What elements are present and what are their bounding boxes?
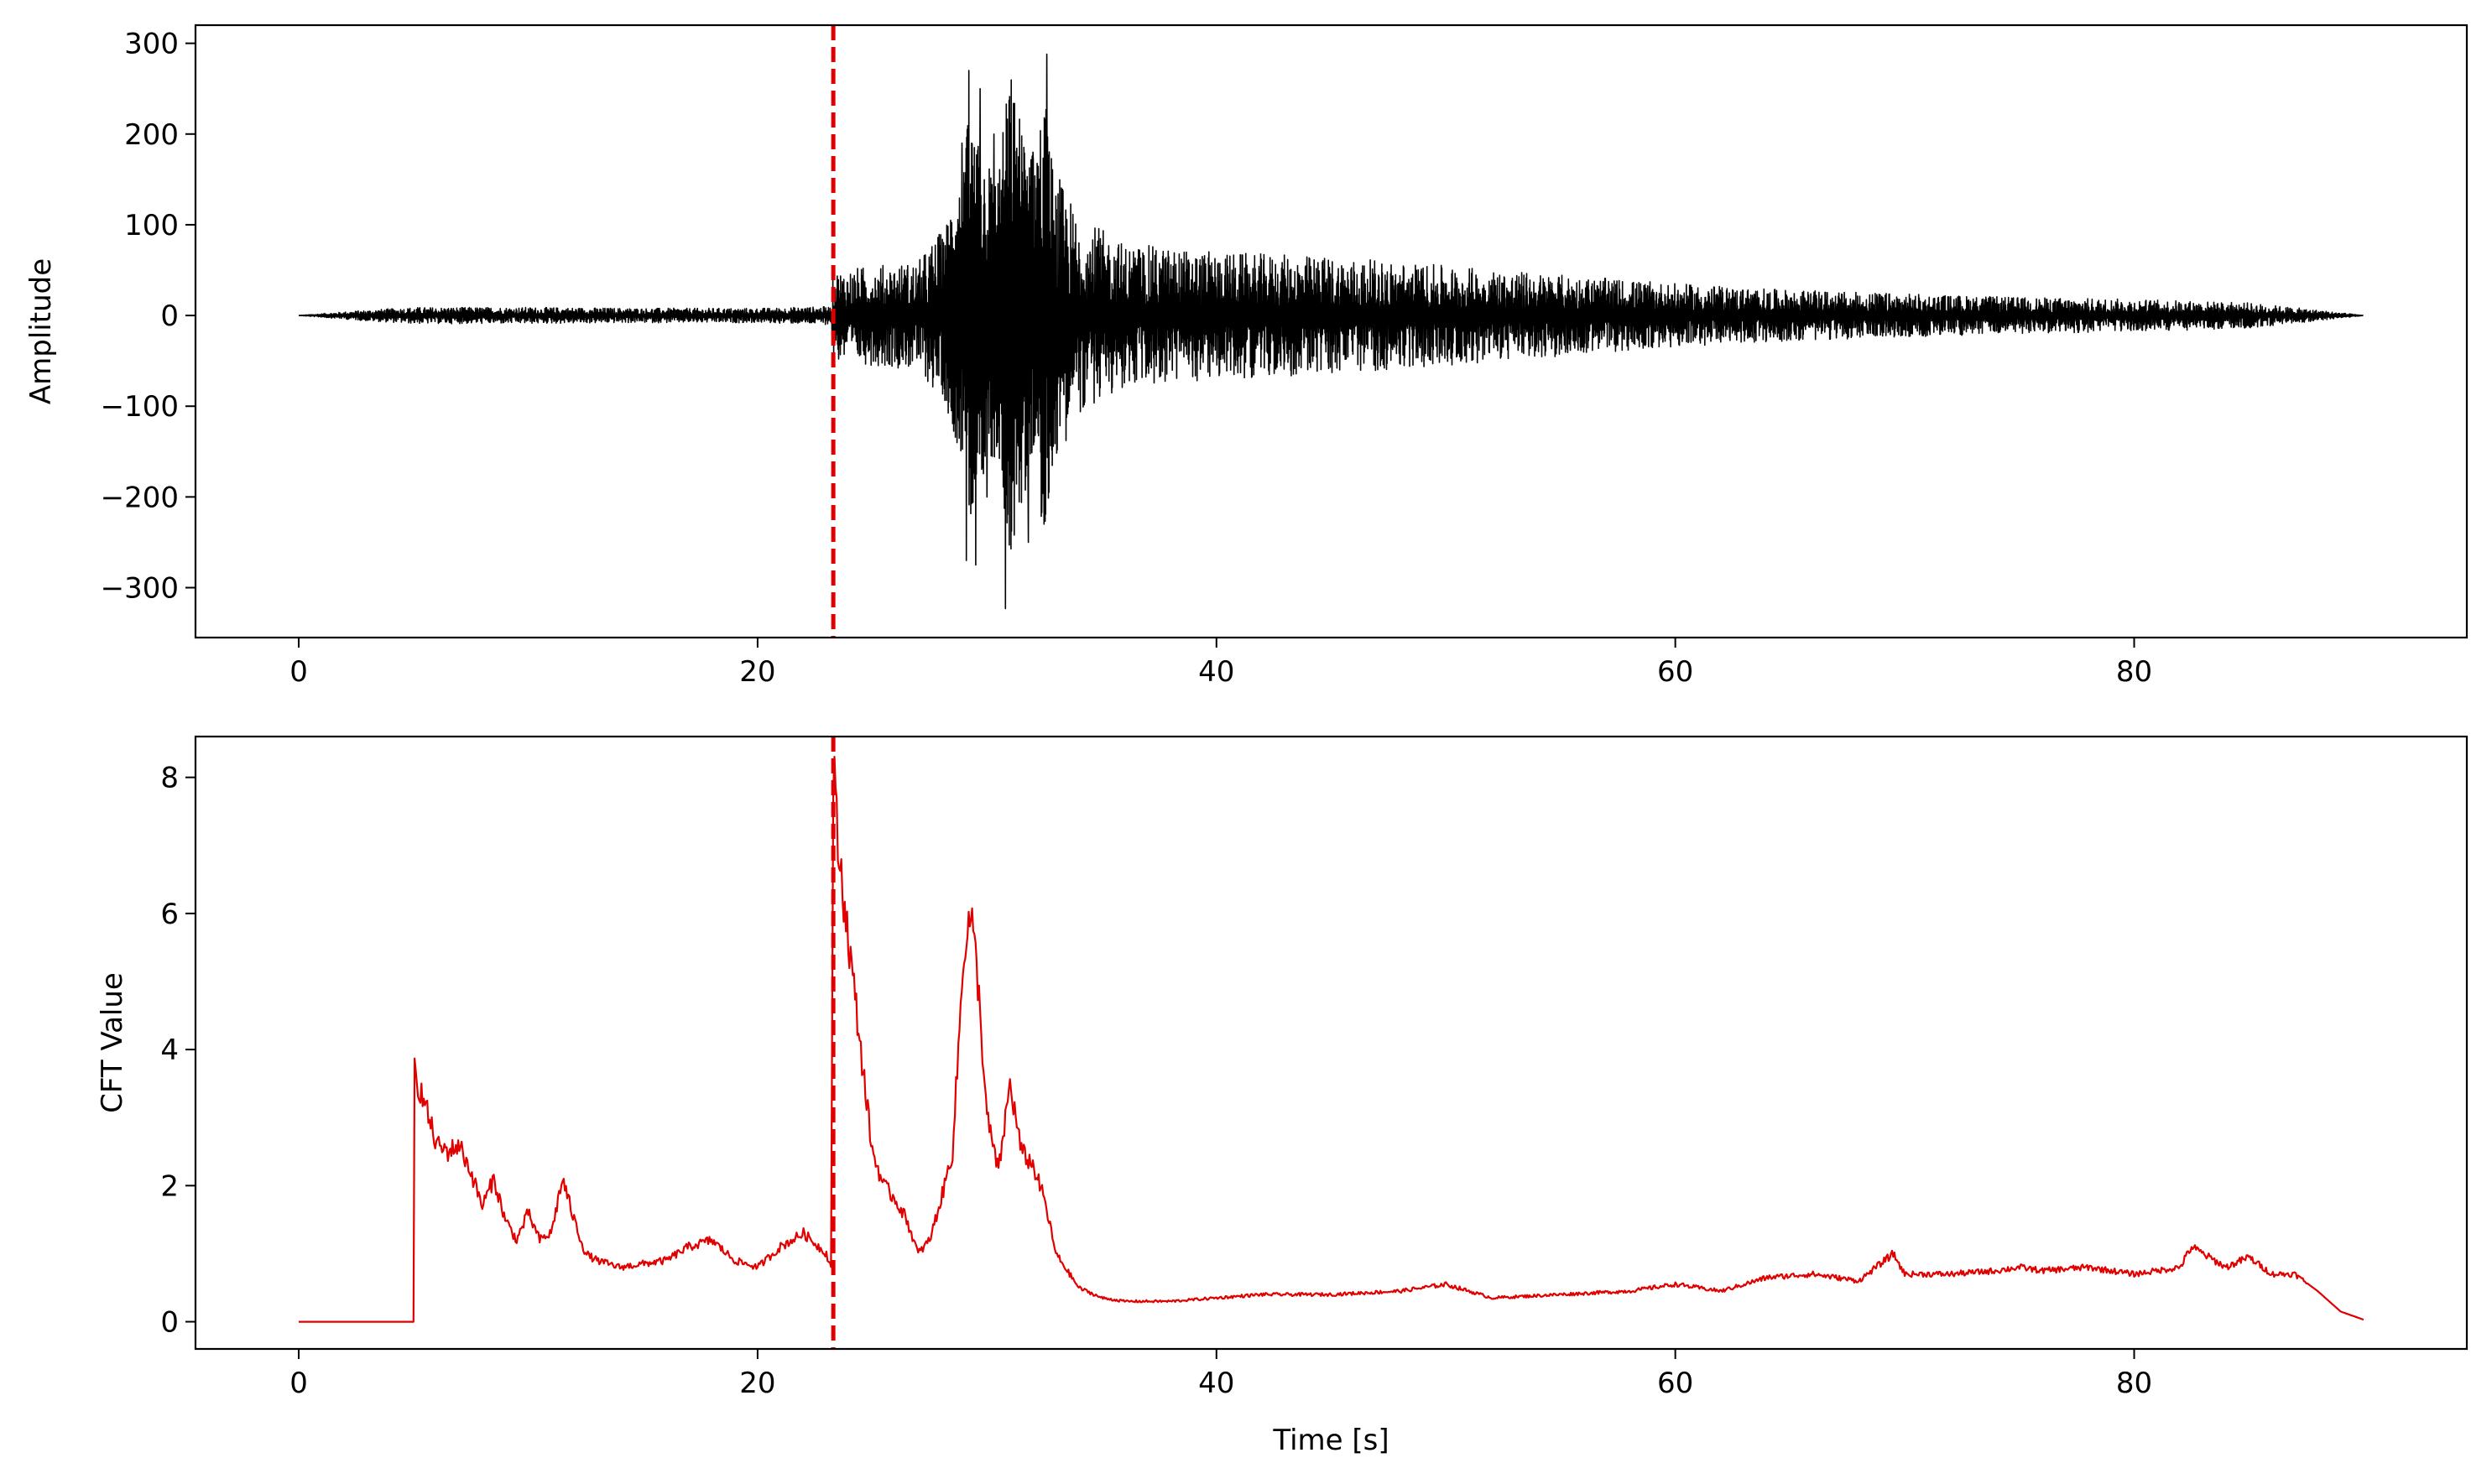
y-tick-label: −100	[101, 390, 179, 424]
cft-y-axis-label: CFT Value	[96, 972, 129, 1113]
y-tick-label: −300	[101, 572, 179, 606]
x-tick-label: 80	[2116, 1367, 2152, 1400]
cft-x-axis-label: Time [s]	[1272, 1424, 1389, 1457]
x-tick-label: 40	[1198, 655, 1234, 689]
waveform-y-ticks: 300 200 100 0 −100 −200 −300	[101, 28, 196, 606]
x-tick-label: 40	[1198, 1367, 1234, 1400]
waveform-plot-area	[298, 25, 2364, 638]
waveform-y-axis-label: Amplitude	[24, 258, 58, 404]
y-tick-label: 0	[160, 299, 179, 333]
x-tick-label: 20	[739, 655, 775, 689]
waveform-series-line	[298, 53, 2364, 610]
y-tick-label: 0	[160, 1306, 179, 1340]
waveform-axes-frame	[194, 23, 2469, 639]
x-tick-label: 60	[1657, 1367, 1693, 1400]
y-tick-label: 300	[124, 28, 179, 61]
waveform-x-ticks: 0 20 40 60 80	[289, 638, 2152, 689]
y-tick-label: −200	[101, 481, 179, 514]
waveform-panel: 300 200 100 0 −100 −200 −300 0 20 40 60 80 Amplitu…	[24, 23, 2469, 689]
cft-plot-area	[299, 737, 2364, 1349]
cft-x-ticks: 0 20 40 60 80	[289, 1349, 2152, 1400]
y-tick-label: 6	[160, 898, 179, 931]
x-tick-label: 80	[2116, 655, 2152, 689]
x-tick-label: 60	[1657, 655, 1693, 689]
x-tick-label: 0	[289, 655, 308, 689]
cft-y-ticks: 8 6 4 2 0	[160, 762, 196, 1340]
cft-axes-frame	[194, 735, 2469, 1351]
x-tick-label: 0	[289, 1367, 308, 1400]
x-tick-label: 20	[739, 1367, 775, 1400]
y-tick-label: 8	[160, 762, 179, 795]
y-tick-label: 100	[124, 209, 179, 242]
y-tick-label: 2	[160, 1169, 179, 1203]
cft-series-line	[299, 756, 2364, 1323]
y-tick-label: 4	[160, 1034, 179, 1067]
y-tick-label: 200	[124, 118, 179, 152]
